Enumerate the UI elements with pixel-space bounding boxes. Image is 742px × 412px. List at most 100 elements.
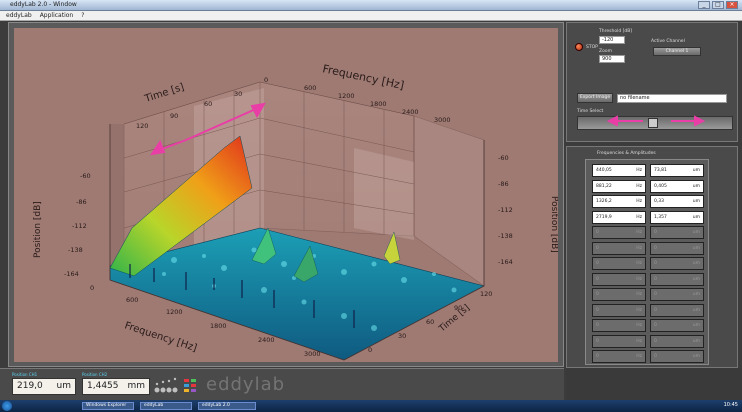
amplitude-unit: um <box>692 307 700 313</box>
frequency-value: 1326,2 <box>596 199 612 204</box>
freq-bottom-tick: 600 <box>126 296 138 304</box>
pos-left-tick: -112 <box>72 222 87 230</box>
frequency-value: 0 <box>596 276 599 282</box>
frequency-unit: mm <box>127 381 145 391</box>
amplitude-cell: 0,33 um <box>650 195 704 208</box>
pos-right-tick: -60 <box>498 154 509 162</box>
status-indicators <box>154 377 196 393</box>
amplitude-unit: um <box>692 292 700 297</box>
time-axis-label: Time [s] <box>143 82 186 105</box>
frequency-value: 0 <box>596 292 599 297</box>
frequency-cell: 0 Hz <box>592 272 646 286</box>
position-readout: 219,0 um <box>12 378 76 395</box>
time-bottom-tick: 30 <box>398 332 406 340</box>
minimize-button[interactable]: _ <box>698 1 710 9</box>
stop-label: STOP <box>586 45 598 50</box>
frequency-value: 881,22 <box>596 183 612 189</box>
frequency-unit: Hz <box>636 183 642 189</box>
amplitude-unit: um <box>692 245 700 251</box>
frequency-value: 0 <box>596 230 599 235</box>
amplitude-value: 0,33 <box>654 199 665 204</box>
frequency-bottom-axis-label: Frequency [Hz] <box>123 320 198 354</box>
frequency-value: 1,4455 <box>87 381 119 391</box>
menu-item-help[interactable]: ? <box>81 12 85 19</box>
freq-top-tick: 3000 <box>434 116 451 124</box>
window-title: eddyLab 2.0 - Window <box>10 1 77 8</box>
frequency-unit: Hz <box>636 307 642 313</box>
frequency-cell: 0 Hz <box>592 334 646 348</box>
left-wall <box>110 124 124 270</box>
frequency-unit: Hz <box>636 354 642 359</box>
frequency-cell: 0 Hz <box>592 288 646 301</box>
frequency-value: 0 <box>596 307 599 313</box>
menu-bar: eddyLab Application ? <box>0 11 742 21</box>
frequency-unit: Hz <box>636 168 642 173</box>
waterfall-plot[interactable]: Time [s] Frequency [Hz] Position [dB] Po… <box>14 28 558 362</box>
amplitude-cell: 73,81 um <box>650 164 704 177</box>
frequency-cell: 0 Hz <box>592 226 646 239</box>
window-titlebar: eddyLab 2.0 - Window _ □ × <box>0 0 742 11</box>
frequency-cell: 0 Hz <box>592 241 646 255</box>
frequency-unit: Hz <box>636 230 642 235</box>
right-wall <box>413 115 485 287</box>
taskbar-item[interactable]: eddyLab <box>140 402 192 410</box>
pos-right-tick: -138 <box>498 232 513 240</box>
frequency-unit: Hz <box>636 276 642 282</box>
stop-led-icon[interactable] <box>575 43 583 51</box>
taskbar-item[interactable]: Windows Explorer <box>82 402 134 410</box>
slider-arrows <box>607 115 706 127</box>
amplitude-cell: 0,405 um <box>650 179 704 193</box>
pos-right-tick: -112 <box>498 206 513 214</box>
waterfall-3d-chart: Time [s] Frequency [Hz] Position [dB] Po… <box>33 62 558 361</box>
start-button-icon[interactable] <box>2 401 12 411</box>
taskbar: Windows Explorer eddyLab eddyLab 2.0 10:… <box>0 400 742 412</box>
frequency-panel: Frequencies & Amplitudes 440,05 Hz 73,81 um… <box>566 146 738 368</box>
frequency-table: 440,05 Hz 73,81 um 881,22 Hz 0,405 um 1326,2 Hz 0,… <box>585 159 709 365</box>
menu-item-eddylab[interactable]: eddyLab <box>6 12 32 19</box>
frequency-value: 0 <box>596 323 599 328</box>
pos-left-tick: -138 <box>68 246 83 254</box>
amplitude-value: 0 <box>654 261 657 266</box>
freq-bottom-tick: 1200 <box>166 308 183 316</box>
frequency-top-axis-label: Frequency [Hz] <box>321 62 405 92</box>
readout-panel: Position CH1 219,0 um Position CH2 1,445… <box>0 368 564 400</box>
amplitude-unit: um <box>692 168 700 173</box>
position-unit: um <box>56 381 71 391</box>
frequency-cell: 1326,2 Hz <box>592 195 646 208</box>
amplitude-unit: um <box>692 261 700 266</box>
secondary-peak <box>251 227 277 265</box>
zoom-input[interactable]: 900 <box>599 55 625 63</box>
active-channel-select[interactable]: Channel 1 <box>653 47 701 56</box>
threshold-input[interactable]: -120 <box>599 36 625 44</box>
amplitude-unit: um <box>692 230 700 235</box>
frequency-cell: 440,05 Hz <box>592 164 646 177</box>
frequency-caption: Position CH2 <box>82 372 108 377</box>
taskbar-item[interactable]: eddyLab 2.0 <box>198 402 256 410</box>
time-tick: 120 <box>136 122 148 130</box>
amplitude-value: 0 <box>654 276 657 282</box>
time-select-thumb[interactable] <box>648 118 658 128</box>
amplitude-cell: 0 um <box>650 241 704 255</box>
amplitude-cell: 0 um <box>650 288 704 301</box>
frequency-unit: Hz <box>636 245 642 251</box>
frequency-value: 0 <box>596 261 599 266</box>
amplitude-unit: um <box>692 199 700 204</box>
amplitude-value: 0 <box>654 307 657 313</box>
right-status-area <box>566 368 742 400</box>
frequency-unit: Hz <box>636 292 642 297</box>
eddylab-logo-text: eddylab <box>206 374 286 395</box>
frequency-cell: 0 Hz <box>592 257 646 270</box>
menu-item-application[interactable]: Application <box>39 12 74 19</box>
frequency-value: 2719,9 <box>596 214 612 220</box>
maximize-button[interactable]: □ <box>712 1 724 9</box>
secondary-peak-2 <box>293 245 319 283</box>
position-right-axis-label: Position [dB] <box>549 196 558 253</box>
time-tick: 60 <box>204 100 212 108</box>
frequency-unit: Hz <box>636 323 642 328</box>
frequency-cell: 0 Hz <box>592 350 646 363</box>
annotation-arrows <box>149 102 266 156</box>
close-button[interactable]: × <box>726 1 738 9</box>
export-path-input[interactable]: no filename <box>617 94 727 103</box>
export-image-button[interactable]: Export Image <box>577 93 613 103</box>
pos-left-tick: -164 <box>64 270 79 278</box>
